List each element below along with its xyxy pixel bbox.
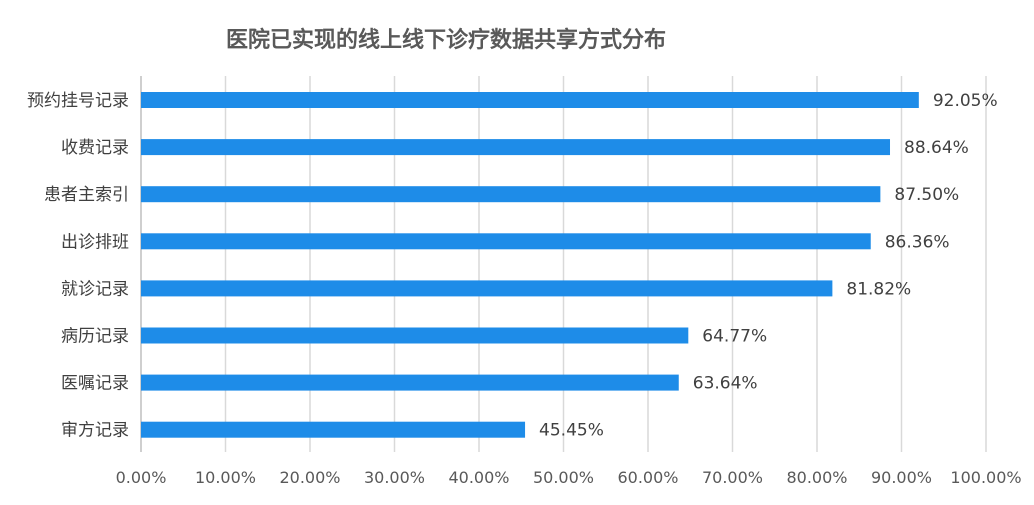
category-label: 收费记录 [61,138,129,158]
x-tick-label: 50.00% [533,468,594,487]
category-label: 预约挂号记录 [27,91,129,111]
chart-title: 医院已实现的线上线下诊疗数据共享方式分布 [226,27,666,53]
bar [141,92,919,108]
data-label: 63.64% [693,374,758,394]
category-label: 病历记录 [61,327,129,347]
x-tick-label: 70.00% [702,468,763,487]
x-tick-label: 0.00% [116,468,167,487]
x-tick-label: 60.00% [617,468,678,487]
data-label: 81.82% [846,279,911,299]
category-label: 医嘱记录 [61,374,129,394]
x-tick-label: 80.00% [786,468,847,487]
bar [141,327,689,344]
category-label: 患者主索引 [44,185,129,205]
x-tick-label: 40.00% [448,468,509,487]
bar [141,139,891,156]
data-label: 64.77% [702,327,767,347]
category-label: 审方记录 [61,421,129,441]
x-tick-label: 10.00% [195,468,256,487]
category-label: 出诊排班 [61,232,129,252]
data-label: 86.36% [885,232,950,252]
x-tick-label: 100.00% [950,468,1021,487]
bar [141,374,679,391]
x-tick-label: 20.00% [279,468,340,487]
category-label: 就诊记录 [61,279,129,299]
bar [141,421,526,438]
data-label: 92.05% [933,91,998,111]
data-label: 88.64% [904,138,969,158]
bar [141,186,881,203]
data-label: 87.50% [894,185,959,205]
bar [141,233,871,250]
bar [141,280,833,297]
bars [141,92,919,438]
data-label: 45.45% [539,421,604,441]
data-labels: 92.05% 88.64% 87.50% 86.36% 81.82% 64.77% 63.6… [539,91,998,441]
gridlines [140,76,987,452]
x-tick-label: 30.00% [364,468,425,487]
x-tick-labels: 0.00% 10.00% 20.00% 30.00% 40.00% 50.00% 60.00… [116,468,1022,487]
x-tick-label: 90.00% [871,468,932,487]
